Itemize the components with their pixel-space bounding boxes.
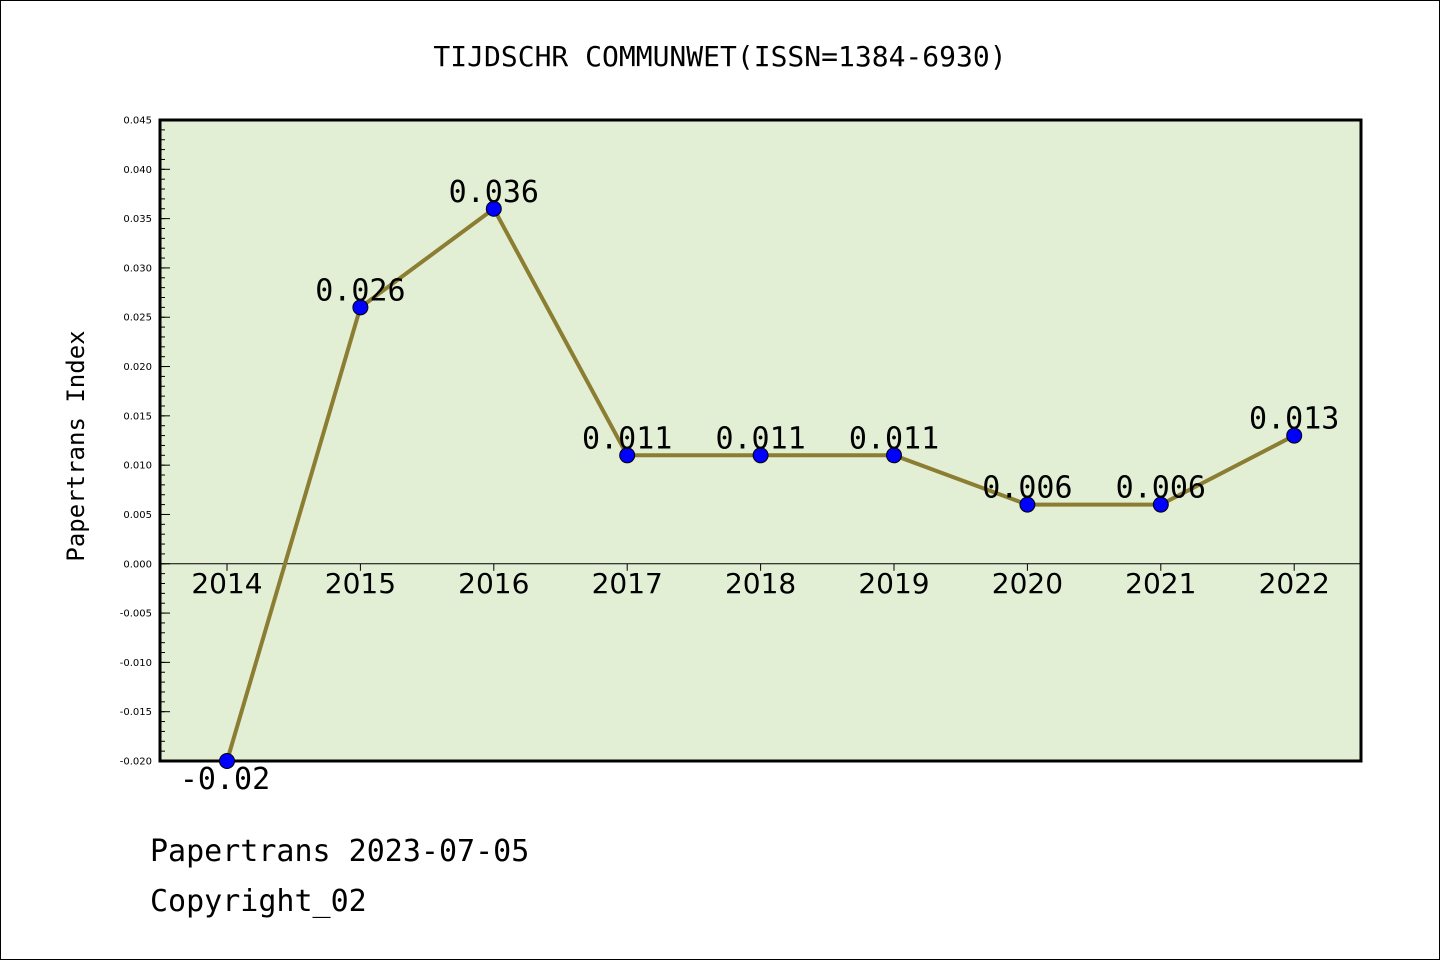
- data-point: [352, 299, 369, 316]
- y-tick-label: 0.025: [123, 313, 152, 324]
- y-axis-label: Papertrans Index: [62, 330, 90, 561]
- data-label: 0.011: [715, 421, 805, 456]
- x-tick-label: 2022: [1259, 567, 1330, 600]
- data-label: 0.036: [449, 175, 539, 210]
- y-tick-label: 0.045: [123, 116, 152, 127]
- data-labels: -0.02 0.026 0.036 0.011 0.011 0.011 0.006 0.006…: [180, 175, 1340, 797]
- footer-copyright: Copyright_02: [150, 884, 367, 919]
- data-point: [752, 447, 769, 464]
- x-tick-label: 2019: [858, 567, 929, 600]
- x-tick-label: 2018: [725, 567, 796, 600]
- x-tick-label: 2020: [992, 567, 1063, 600]
- x-tick-label: 2016: [458, 567, 529, 600]
- x-tick-label: 2021: [1125, 567, 1196, 600]
- data-label: -0.02: [180, 762, 270, 797]
- y-axis: -0.020 -0.015 -0.010 -0.005 0.000 0.005 0.010 0…: [120, 116, 170, 768]
- data-label: 0.011: [849, 421, 939, 456]
- data-point: [1286, 427, 1303, 444]
- y-tick-label: 0.040: [123, 165, 152, 176]
- data-point: [1019, 496, 1036, 513]
- y-tick-label: -0.005: [120, 609, 152, 620]
- x-tick-label: 2014: [191, 567, 262, 600]
- data-points: [219, 200, 1303, 769]
- y-tick-label: 0.035: [123, 214, 152, 225]
- data-label: 0.011: [582, 421, 672, 456]
- data-label: 0.006: [1116, 471, 1206, 506]
- data-point: [1152, 496, 1169, 513]
- data-point: [485, 200, 502, 217]
- data-point: [219, 753, 235, 769]
- y-tick-label: -0.010: [120, 658, 152, 669]
- data-label: 0.013: [1249, 402, 1339, 437]
- y-tick-label: -0.015: [120, 707, 152, 718]
- y-tick-label: 0.015: [123, 411, 152, 422]
- plot-area: [158, 118, 1363, 763]
- x-axis-ticks: 2014 2015 2016 2017 2018 2019 2020 2021 2022: [191, 563, 1330, 600]
- chart-title: TIJDSCHR COMMUNWET(ISSN=1384-6930): [433, 40, 1006, 73]
- data-label: 0.026: [315, 273, 405, 308]
- y-tick-label: 0.020: [123, 362, 152, 373]
- footer-date: Papertrans 2023-07-05: [150, 834, 530, 869]
- y-tick-label: -0.020: [120, 757, 152, 768]
- data-point: [619, 447, 636, 464]
- y-tick-label: 0.030: [123, 263, 152, 274]
- data-label: 0.006: [982, 471, 1072, 506]
- y-tick-label: 0.010: [123, 461, 152, 472]
- x-tick-label: 2017: [592, 567, 663, 600]
- y-tick-label: 0.000: [123, 559, 152, 570]
- data-point: [886, 447, 902, 464]
- x-tick-label: 2015: [325, 567, 396, 600]
- y-tick-label: 0.005: [123, 510, 152, 521]
